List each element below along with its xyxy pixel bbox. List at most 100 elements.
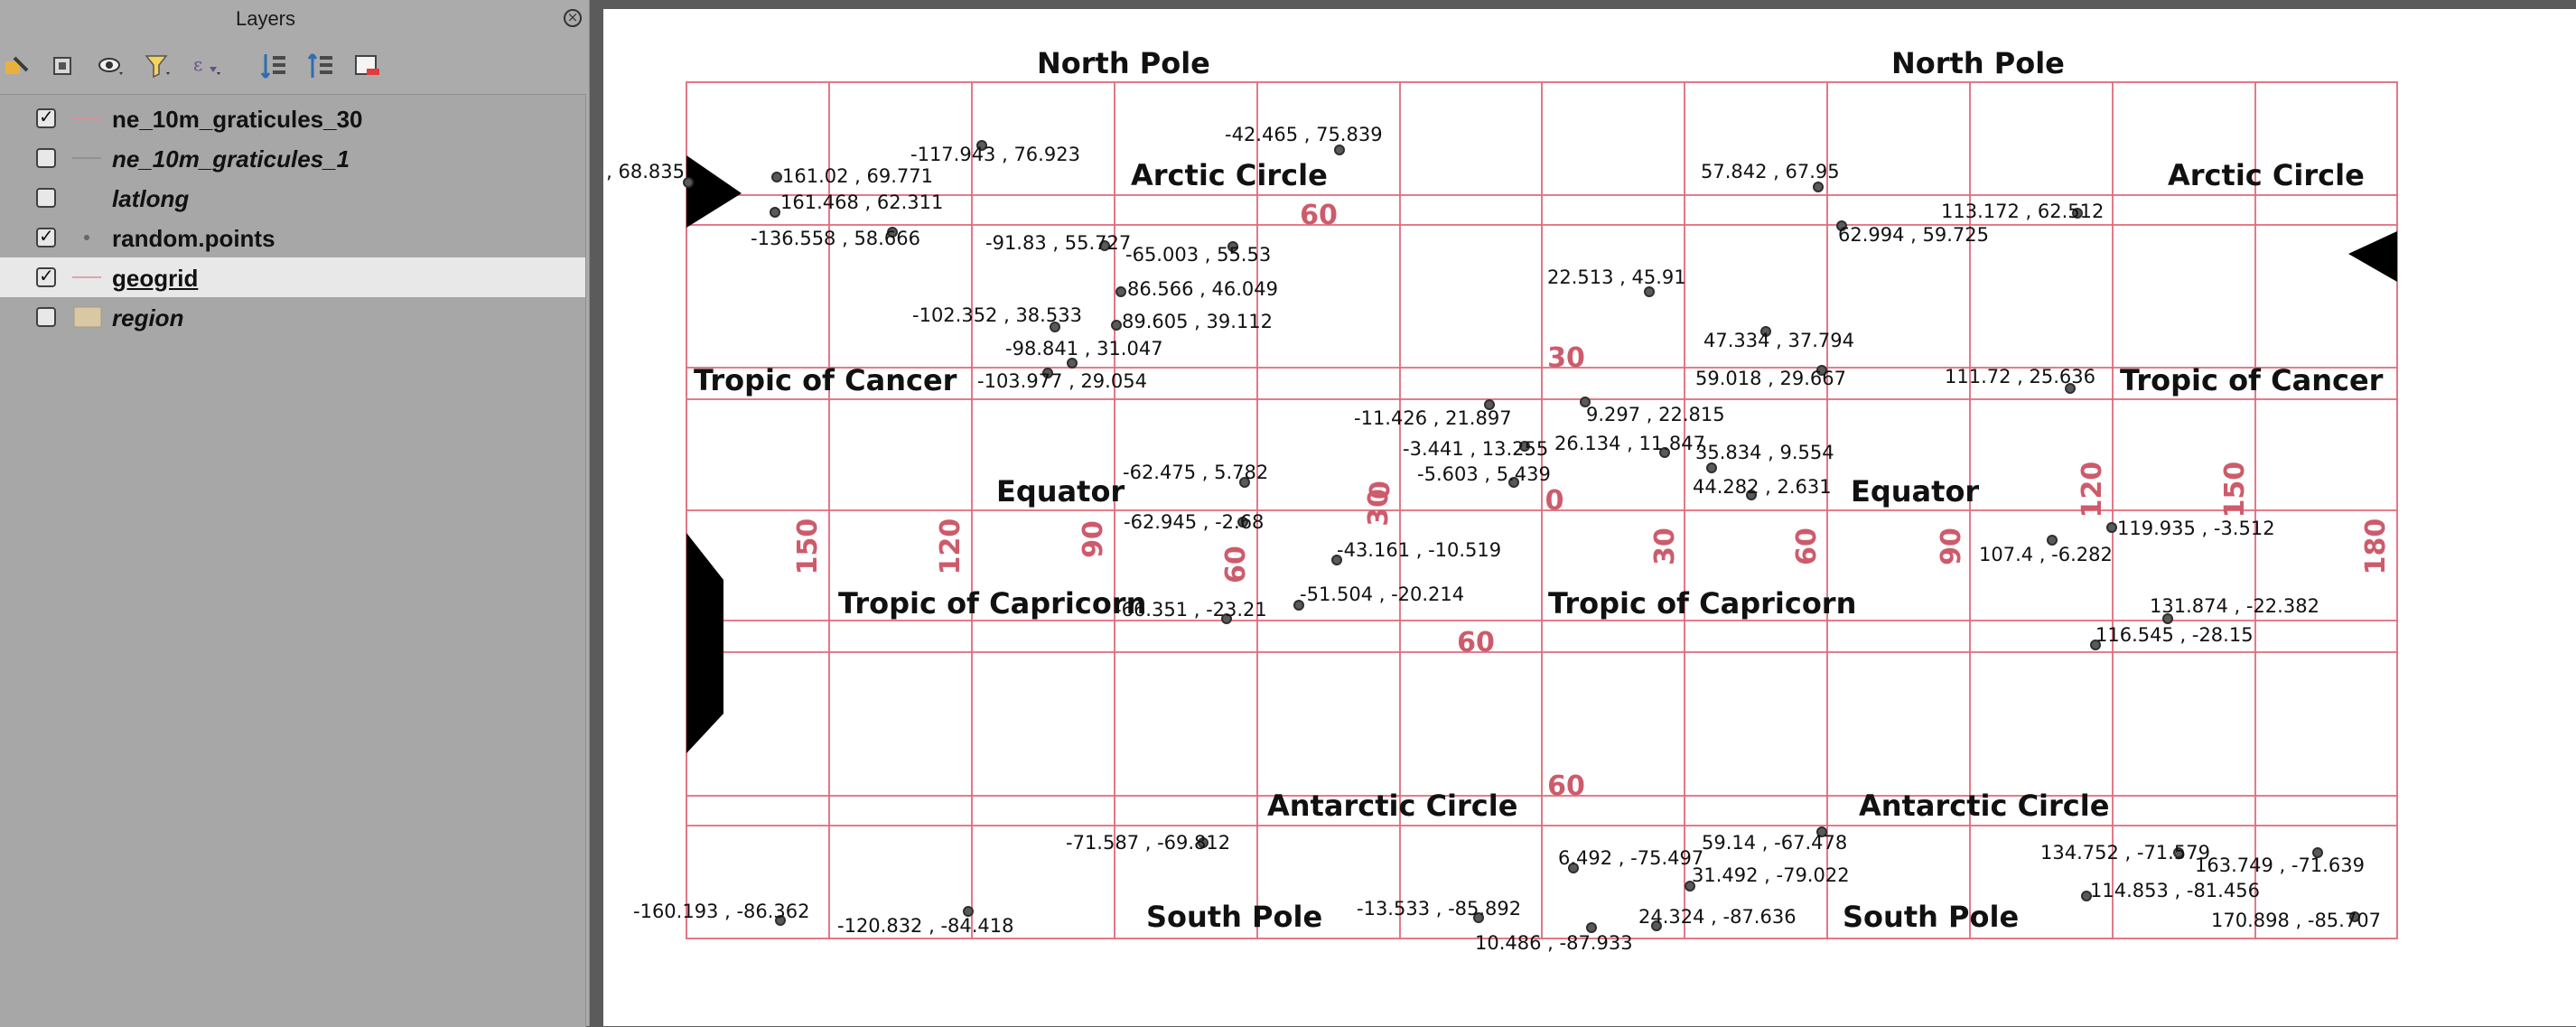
layer-row-region[interactable]: region bbox=[0, 297, 585, 337]
grid-number: 90 bbox=[1078, 520, 1109, 558]
line-symbol-icon bbox=[70, 266, 103, 288]
map-point bbox=[1706, 462, 1717, 473]
point-label: 86.566 , 46.049 bbox=[1127, 278, 1278, 300]
map-point bbox=[2349, 911, 2360, 922]
random-points-labels: -170.527 , 68.835 161.02 , 69.771 161.46… bbox=[603, 124, 2381, 954]
point-label: 116.545 , -28.15 bbox=[2095, 624, 2254, 646]
layer-list: ✓ ne_10m_graticules_30 ne_10m_graticules… bbox=[0, 94, 586, 1027]
layer-visibility-checkbox[interactable]: ✓ bbox=[36, 106, 56, 128]
add-group-icon[interactable] bbox=[49, 51, 79, 81]
point-label: -117.943 , 76.923 bbox=[910, 144, 1080, 165]
point-label: 134.752 , -71.579 bbox=[2040, 842, 2210, 864]
filter-legend-icon[interactable] bbox=[143, 51, 173, 81]
map-point bbox=[2312, 847, 2323, 858]
grid-number: 150 bbox=[2219, 462, 2251, 518]
open-layer-styling-icon[interactable] bbox=[2, 51, 33, 81]
map-label: Arctic Circle bbox=[2168, 158, 2365, 192]
map-point bbox=[770, 207, 780, 218]
filter-expression-icon[interactable]: ε bbox=[190, 51, 220, 81]
grid-number: 120 bbox=[935, 518, 966, 575]
point-label: 31.492 , -79.022 bbox=[1692, 864, 1850, 886]
grid-number: 60 bbox=[1220, 546, 1252, 584]
point-label: 111.72 , 25.636 bbox=[1945, 366, 2095, 387]
map-canvas[interactable]: North Pole North Pole Arctic Circle Arct… bbox=[603, 9, 2576, 1026]
layer-visibility-checkbox[interactable]: ✓ bbox=[36, 265, 56, 287]
collapse-all-icon[interactable] bbox=[305, 51, 336, 81]
point-label: -11.426 , 21.897 bbox=[1354, 407, 1512, 429]
point-label: -65.003 , 55.53 bbox=[1125, 244, 1271, 266]
map-point bbox=[1111, 320, 1122, 331]
point-label: -51.504 , -20.214 bbox=[1300, 584, 1464, 605]
map-point bbox=[1221, 613, 1232, 624]
manage-visibility-icon[interactable] bbox=[96, 51, 126, 81]
layer-row-geogrid[interactable]: ✓ geogrid bbox=[0, 257, 585, 297]
layer-row-latlong[interactable]: latlong bbox=[0, 178, 585, 218]
layer-visibility-checkbox[interactable] bbox=[36, 148, 56, 168]
map-point bbox=[1644, 286, 1655, 297]
layer-name: random.points bbox=[112, 225, 275, 252]
map-point bbox=[1586, 922, 1597, 933]
point-label: 114.853 , -81.456 bbox=[2090, 880, 2260, 901]
point-label: -3.441 , 13.255 bbox=[1403, 438, 1548, 460]
layer-row-graticules-1[interactable]: ne_10m_graticules_1 bbox=[0, 138, 585, 178]
map-label: Tropic of Capricorn bbox=[838, 586, 1146, 621]
point-label: -103.977 , 29.054 bbox=[977, 370, 1147, 392]
layer-visibility-checkbox[interactable] bbox=[36, 307, 56, 327]
map-point bbox=[1568, 863, 1579, 873]
map-point bbox=[1227, 241, 1238, 252]
map-render[interactable]: North Pole North Pole Arctic Circle Arct… bbox=[603, 9, 2576, 1026]
grid-number: 60 bbox=[1457, 627, 1495, 658]
layer-name: ne_10m_graticules_30 bbox=[112, 106, 363, 133]
map-point bbox=[1580, 397, 1591, 407]
geogrid-lines bbox=[686, 81, 2398, 939]
map-point bbox=[771, 172, 782, 182]
point-label: -66.351 , -23.21 bbox=[1115, 599, 1267, 621]
map-point bbox=[1813, 182, 1824, 192]
point-label: 44.282 , 2.631 bbox=[1693, 476, 1832, 498]
grid-number: 0 bbox=[1365, 481, 1396, 499]
map-point bbox=[2106, 522, 2117, 533]
point-label: -71.587 , -69.812 bbox=[1066, 832, 1230, 854]
grid-wedge bbox=[686, 533, 723, 753]
map-point bbox=[1334, 145, 1345, 155]
map-point bbox=[1760, 326, 1771, 337]
layer-visibility-checkbox[interactable]: ✓ bbox=[36, 225, 56, 247]
point-label: 26.134 , 11.847 bbox=[1554, 433, 1705, 454]
layer-row-graticules-30[interactable]: ✓ ne_10m_graticules_30 bbox=[0, 98, 585, 138]
map-point bbox=[1099, 240, 1110, 251]
point-label: -102.352 , 38.533 bbox=[912, 304, 1082, 326]
map-point bbox=[1237, 517, 1248, 528]
close-panel-button[interactable]: × bbox=[564, 9, 582, 27]
point-label: 119.935 , -3.512 bbox=[2117, 518, 2275, 539]
point-label: 9.297 , 22.815 bbox=[1586, 404, 1725, 425]
map-point bbox=[1331, 555, 1342, 565]
grid-number: 60 bbox=[1300, 200, 1338, 231]
map-point bbox=[1239, 477, 1250, 488]
point-label: 57.842 , 67.95 bbox=[1701, 161, 1840, 182]
layer-visibility-checkbox[interactable] bbox=[36, 188, 56, 208]
grid-number: 60 bbox=[1791, 528, 1823, 565]
remove-layer-icon[interactable] bbox=[352, 51, 383, 81]
map-point bbox=[1836, 220, 1847, 231]
map-label: Antarctic Circle bbox=[1267, 789, 1517, 823]
panel-title: Layers bbox=[235, 7, 296, 30]
point-label: -170.527 , 68.835 bbox=[603, 161, 685, 182]
point-label: -62.475 , 5.782 bbox=[1123, 462, 1268, 483]
map-point bbox=[1659, 447, 1670, 458]
point-label: 131.874 , -22.382 bbox=[2150, 595, 2319, 617]
grid-number: 30 bbox=[1649, 528, 1681, 565]
grid-number: 180 bbox=[2360, 518, 2392, 575]
map-point bbox=[1746, 490, 1757, 500]
point-label: 24.324 , -87.636 bbox=[1638, 906, 1797, 928]
point-label: 89.605 , 39.112 bbox=[1122, 311, 1273, 332]
random-points-layer bbox=[683, 140, 2360, 933]
layer-row-random-points[interactable]: ✓ random.points bbox=[0, 218, 585, 257]
map-point bbox=[1473, 912, 1484, 923]
map-point bbox=[2047, 535, 2058, 546]
layer-name: ne_10m_graticules_1 bbox=[112, 145, 350, 173]
layer-name: region bbox=[112, 304, 184, 331]
grid-wedge bbox=[2348, 231, 2397, 282]
expand-all-icon[interactable] bbox=[258, 51, 289, 81]
map-label: Arctic Circle bbox=[1131, 158, 1328, 192]
map-point bbox=[1198, 837, 1209, 848]
